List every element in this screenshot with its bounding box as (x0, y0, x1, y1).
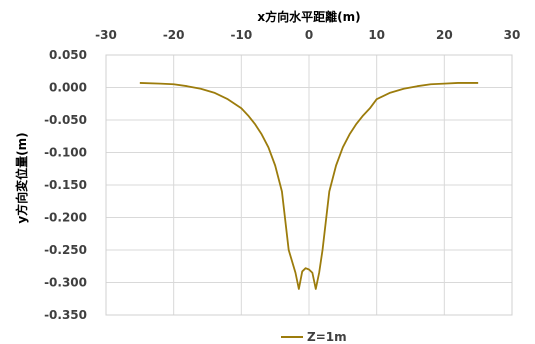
x-tick-label: 0 (305, 28, 313, 42)
x-tick-label: 30 (504, 28, 521, 42)
x-tick-labels: -30 -20 -10 0 10 20 30 (95, 28, 520, 42)
series-layer (139, 82, 479, 290)
y-tick-label: -0.300 (44, 276, 87, 290)
plot-area-border (105, 54, 513, 316)
x-tick-label: -30 (95, 28, 117, 42)
series-line (139, 82, 479, 290)
y-tick-label: -0.100 (44, 146, 87, 160)
x-tick-label: 20 (436, 28, 453, 42)
x-tick-label: -10 (230, 28, 252, 42)
legend-label: Z=1m (307, 330, 347, 344)
y-tick-label: -0.150 (44, 178, 87, 192)
y-tick-label: -0.200 (44, 211, 87, 225)
y-tick-labels: 0.050 0.000 -0.050 -0.100 -0.150 -0.200 -0.250… (44, 48, 87, 322)
y-tick-label: -0.250 (44, 243, 87, 257)
y-tick-label: 0.000 (49, 81, 87, 95)
x-tick-label: 10 (368, 28, 385, 42)
x-tick-label: -20 (163, 28, 185, 42)
y-axis-title: y方向変位量(m) (14, 132, 29, 223)
grid (105, 54, 513, 316)
y-tick-label: 0.050 (49, 48, 87, 62)
legend: Z=1m (281, 330, 347, 344)
y-tick-label: -0.350 (44, 308, 87, 322)
x-axis-title: x方向水平距離(m) (257, 9, 360, 24)
y-tick-label: -0.050 (44, 113, 87, 127)
